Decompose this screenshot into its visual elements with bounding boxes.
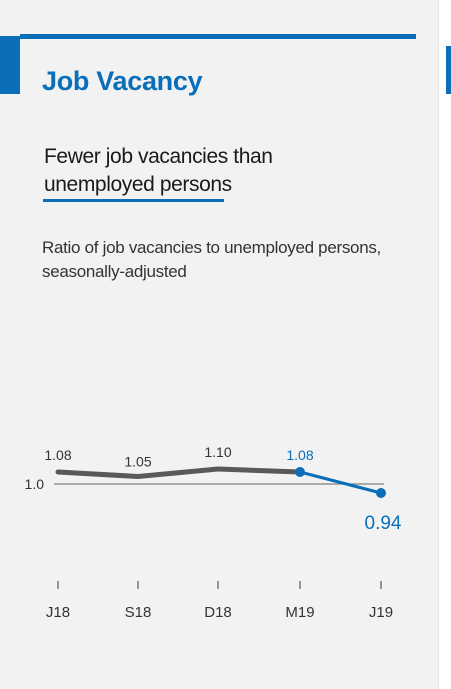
x-tick-label-s18: S18 <box>125 604 152 621</box>
data-label-m19: 1.08 <box>286 447 313 463</box>
chart-subtitle: Ratio of job vacancies to unemployed per… <box>42 238 381 281</box>
left-accent-bar <box>0 36 20 94</box>
x-tick-label-d18: D18 <box>204 604 232 621</box>
series-line-grey <box>55 466 303 479</box>
data-label-s18: 1.05 <box>124 454 151 470</box>
reference-line-label: 1.0 <box>25 476 45 492</box>
chart-panel <box>0 0 438 689</box>
page-title: Job Vacancy <box>42 66 203 96</box>
top-rule <box>20 34 416 39</box>
data-point-m19 <box>295 467 305 477</box>
data-label-j18: 1.08 <box>44 447 71 463</box>
headline: Fewer job vacancies than unemployed pers… <box>44 145 273 196</box>
data-label-j19: 0.94 <box>365 513 402 534</box>
headline-underline <box>43 199 224 202</box>
panel-edge <box>438 0 439 689</box>
x-tick-label-j19: J19 <box>369 604 393 621</box>
x-tick-label-m19: M19 <box>285 604 314 621</box>
data-point-j19 <box>376 488 386 498</box>
x-tick-label-j18: J18 <box>46 604 70 621</box>
right-accent-bar <box>446 46 451 94</box>
data-label-d18: 1.10 <box>204 444 231 460</box>
series-line-highlight <box>298 470 383 495</box>
